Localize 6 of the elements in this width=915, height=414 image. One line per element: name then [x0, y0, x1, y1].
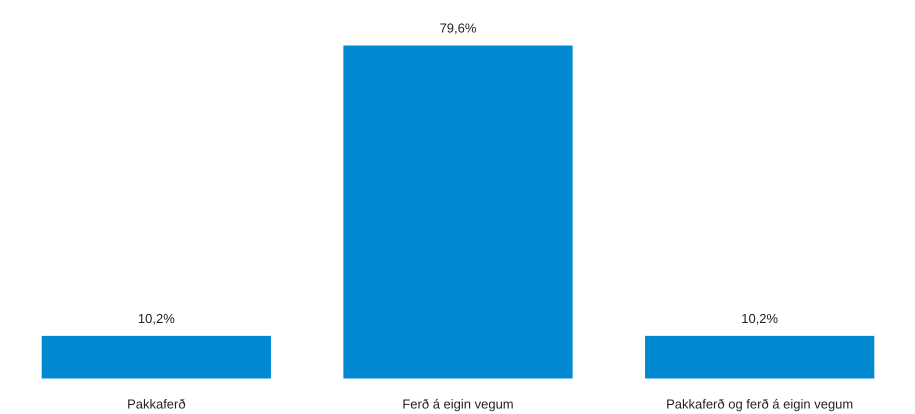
data-label: 79,6%: [440, 20, 477, 36]
data-label: 10,2%: [741, 310, 779, 326]
x-tick-label: Pakkaferð: [127, 396, 186, 412]
x-tick-label: Pakkaferð og ferð á eigin vegum: [666, 396, 854, 412]
data-label: 10,2%: [138, 310, 176, 326]
x-tick-label: Ferð á eigin vegum: [402, 396, 514, 412]
